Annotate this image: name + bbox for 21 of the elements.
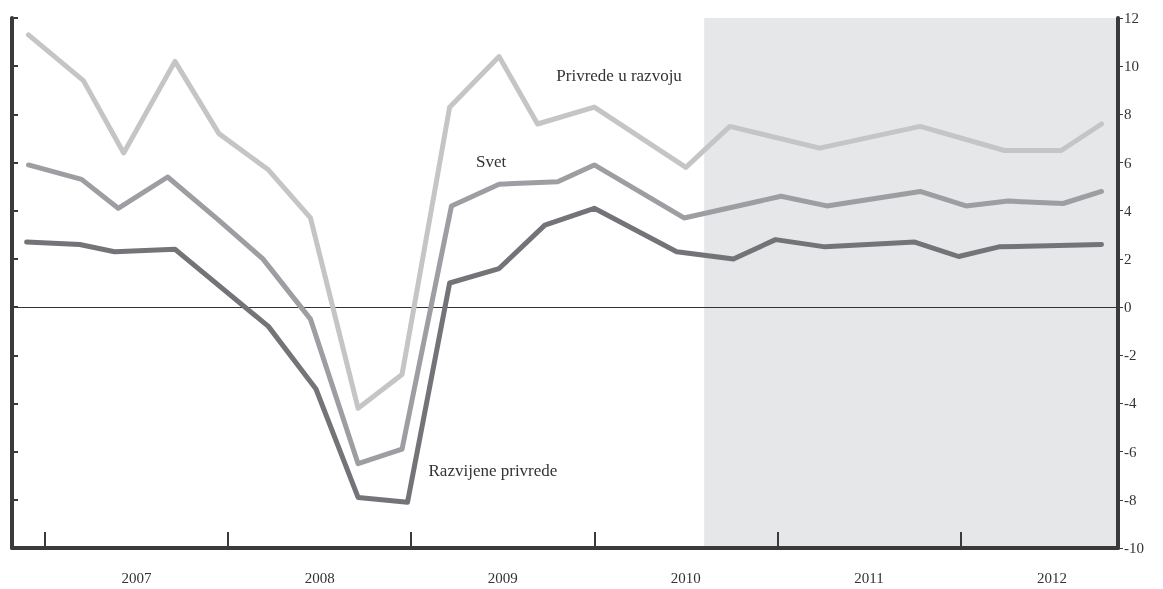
- x-tick-label: 2012: [1037, 569, 1068, 586]
- series-label: Svet: [476, 151, 507, 171]
- y-tick-label: -4: [1124, 395, 1137, 412]
- y-tick-label: -8: [1124, 491, 1137, 508]
- y-tick-label: -10: [1124, 540, 1144, 556]
- y-tick-label: 6: [1124, 154, 1132, 171]
- x-tick-label: 2011: [854, 569, 884, 586]
- y-tick-label: 2: [1124, 250, 1132, 267]
- x-tick-label: 2007: [121, 569, 153, 586]
- x-tick-label: 2010: [670, 569, 701, 586]
- y-tick-label: 4: [1124, 202, 1132, 219]
- y-tick-label: 10: [1124, 58, 1139, 75]
- y-tick-label: 12: [1124, 10, 1139, 26]
- x-tick-label: 2008: [304, 569, 335, 586]
- series-label: Razvijene privrede: [428, 460, 558, 480]
- y-tick-label: -2: [1124, 347, 1137, 364]
- y-tick-label: 8: [1124, 106, 1132, 123]
- series-label: Privrede u razvoju: [556, 65, 683, 85]
- x-tick-label: 2009: [487, 569, 518, 586]
- y-tick-label: -6: [1124, 443, 1137, 460]
- y-tick-label: 0: [1124, 299, 1132, 316]
